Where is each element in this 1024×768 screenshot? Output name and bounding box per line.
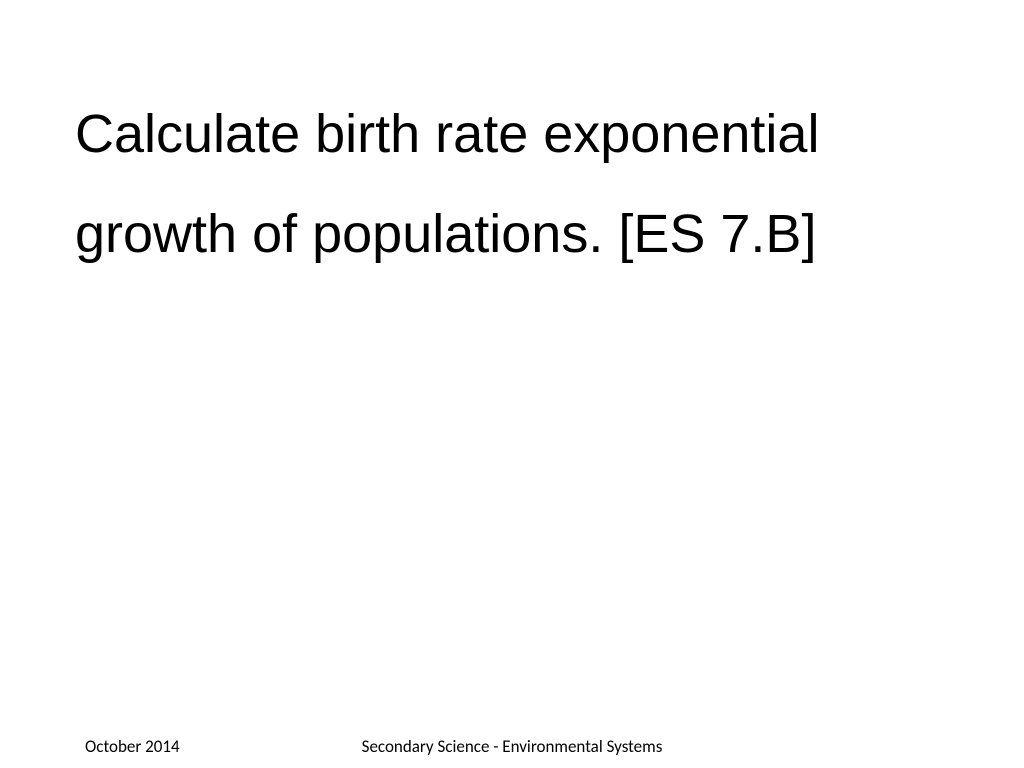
footer-title: Secondary Science - Environmental System… [362, 736, 663, 757]
main-text: Calculate birth rate exponential growth … [75, 85, 949, 285]
footer-date: October 2014 [85, 736, 180, 757]
slide-content: Calculate birth rate exponential growth … [75, 85, 949, 285]
